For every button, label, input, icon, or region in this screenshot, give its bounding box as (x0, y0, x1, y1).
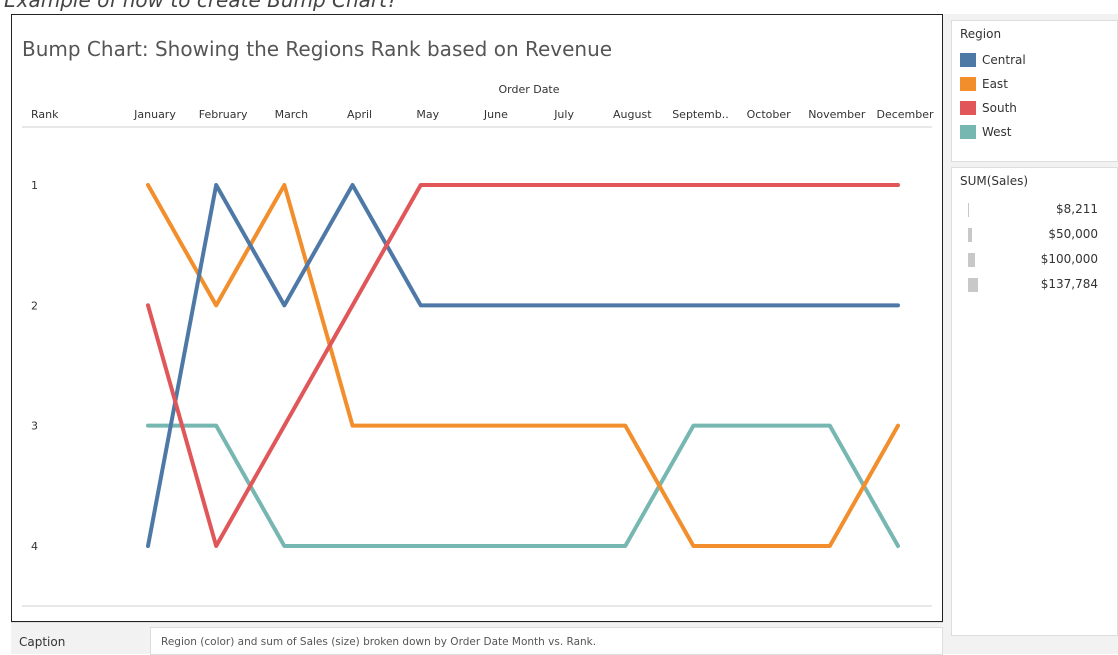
x-tick-label: November (808, 108, 866, 121)
size-swatch (968, 203, 969, 217)
x-tick-label: December (876, 108, 934, 121)
caption-row: Caption Region (color) and sum of Sales … (11, 622, 943, 655)
x-tick-label: May (416, 108, 439, 121)
x-tick-label: August (613, 108, 652, 121)
size-legend-item: $100,000 (968, 250, 1098, 270)
size-label: $137,784 (1040, 277, 1098, 291)
size-swatch (968, 278, 978, 292)
x-tick-label: Septemb.. (672, 108, 729, 121)
x-tick-label: January (133, 108, 176, 121)
legend-item-east[interactable]: East (960, 75, 1008, 93)
size-swatch (968, 228, 972, 242)
size-legend-item: $8,211 (968, 200, 1098, 220)
region-legend[interactable]: Region Central East South West (951, 20, 1118, 162)
y-tick-label: 2 (31, 299, 38, 312)
x-tick-label: July (553, 108, 574, 121)
legend-item-central[interactable]: Central (960, 51, 1026, 69)
legend-label: South (982, 101, 1017, 115)
caption-box: Region (color) and sum of Sales (size) b… (150, 627, 943, 655)
legend-area: Region Central East South West SUM(Sales) $… (943, 14, 1118, 654)
top-strip-text: Example of how to create Bump Chart? (4, 0, 398, 12)
y-tick-label: 3 (31, 420, 38, 433)
series-line-east[interactable] (146, 183, 900, 548)
x-tick-label: June (483, 108, 508, 121)
series-line-central[interactable] (146, 183, 900, 548)
series-line-west[interactable] (146, 423, 900, 548)
chart-canvas (11, 14, 943, 622)
chart-title: Bump Chart: Showing the Regions Rank bas… (22, 37, 613, 61)
legend-label: West (982, 125, 1012, 139)
legend-swatch (960, 53, 976, 67)
x-tick-label: February (199, 108, 248, 121)
caption-text: Region (color) and sum of Sales (size) b… (161, 636, 597, 648)
legend-swatch (960, 101, 976, 115)
region-legend-title: Region (960, 27, 1002, 41)
x-axis-header: Order Date (498, 83, 559, 96)
size-label: $50,000 (1048, 227, 1098, 241)
legend-item-south[interactable]: South (960, 99, 1017, 117)
x-tick-label: October (747, 108, 791, 121)
legend-swatch (960, 125, 976, 139)
legend-label: East (982, 77, 1008, 91)
y-tick-label: 4 (31, 540, 38, 553)
size-label: $100,000 (1040, 252, 1098, 266)
x-tick-label: March (275, 108, 309, 121)
size-label: $8,211 (1056, 202, 1098, 216)
legend-item-west[interactable]: West (960, 123, 1012, 141)
legend-label: Central (982, 53, 1026, 67)
size-swatch (968, 253, 975, 267)
y-tick-label: 1 (31, 179, 38, 192)
x-tick-label: April (347, 108, 372, 121)
size-legend-title: SUM(Sales) (960, 174, 1029, 188)
legend-swatch (960, 77, 976, 91)
series-line-south[interactable] (146, 183, 900, 548)
size-legend[interactable]: SUM(Sales) $8,211 $50,000 $100,000 $137,784 (951, 167, 1118, 636)
bump-chart[interactable]: Order Date Rank January February March Apri… (0, 0, 943, 622)
size-legend-item: $50,000 (968, 225, 1098, 245)
y-axis-header: Rank (31, 108, 59, 121)
caption-label: Caption (19, 635, 66, 649)
size-legend-item: $137,784 (968, 275, 1098, 295)
top-strip: Example of how to create Bump Chart? (0, 0, 1118, 14)
